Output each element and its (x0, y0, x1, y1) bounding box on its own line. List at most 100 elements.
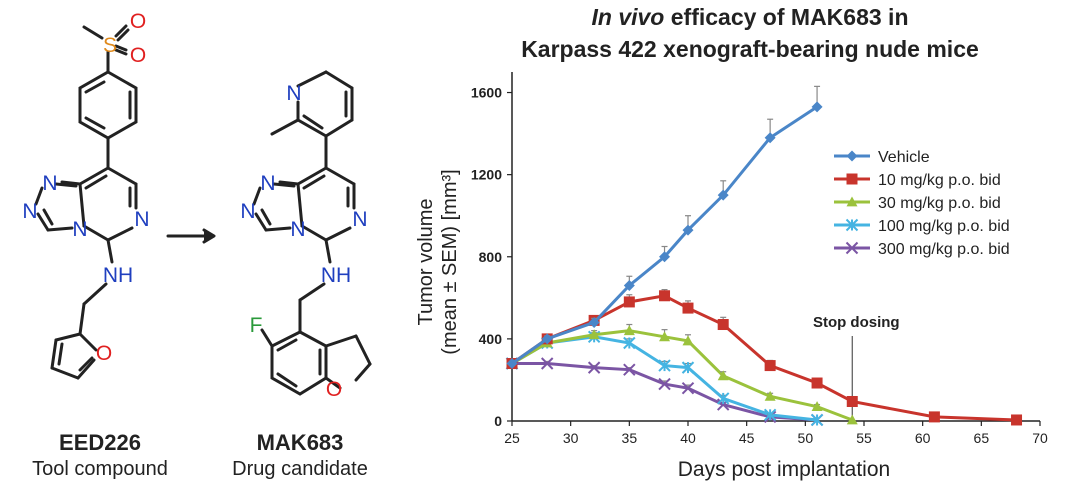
compound-name: MAK683 (256, 430, 344, 455)
eed226-caption: EED226 Tool compound (20, 430, 180, 482)
oxygen-atom: O (96, 342, 112, 365)
data-point (658, 377, 671, 391)
data-point (846, 414, 858, 425)
data-point (659, 290, 671, 302)
nitrogen-atom: N (260, 172, 275, 195)
x-tick-label: 25 (504, 430, 520, 446)
legend-marker (846, 150, 858, 162)
y-tick-label: 1200 (471, 167, 502, 183)
data-point (588, 329, 600, 340)
data-point (928, 411, 940, 423)
mak683-caption: MAK683 Drug candidate (205, 430, 395, 482)
data-point (587, 361, 601, 374)
x-tick-label: 45 (739, 430, 755, 446)
legend-label: Vehicle (878, 149, 930, 166)
series-line (511, 329, 853, 422)
title-italic: In vivo (591, 4, 665, 30)
data-point (810, 413, 824, 427)
x-tick-label: 65 (974, 430, 990, 446)
reaction-arrow (166, 228, 216, 244)
data-point (682, 335, 694, 346)
nitrogen-atom: N (290, 218, 305, 241)
data-point (763, 408, 777, 422)
chart-title-line1: In vivo efficacy of MAK683 in (420, 2, 1080, 32)
amine-group: NH (321, 264, 351, 287)
compound-role: Tool compound (32, 458, 168, 480)
amine-group: NH (103, 264, 133, 287)
y-axis-label: Tumor volume (415, 198, 437, 325)
marker-stroke (623, 363, 636, 376)
series-line (511, 294, 1017, 422)
mak683-structure (252, 70, 372, 396)
nitrogen-atom: N (352, 208, 367, 231)
x-tick-label: 60 (915, 430, 931, 446)
data-point (811, 401, 823, 412)
nitrogen-atom: N (286, 82, 301, 105)
oxygen-atom: O (130, 44, 146, 67)
data-point (658, 359, 671, 372)
legend-label: 30 mg/kg p.o. bid (878, 195, 1001, 212)
legend-marker (846, 173, 858, 185)
oxygen-atom: O (130, 10, 146, 33)
nitrogen-atom: N (134, 208, 149, 231)
marker-stroke (540, 357, 554, 370)
data-point (717, 189, 729, 201)
data-point (682, 302, 694, 314)
chart-title-line2: Karpass 422 xenograft-bearing nude mice (521, 36, 979, 62)
data-point (1011, 414, 1023, 426)
marker-stroke (587, 361, 601, 374)
nitrogen-atom: N (22, 200, 37, 223)
title-rest: efficacy of MAK683 in (664, 4, 909, 30)
data-point (717, 370, 729, 381)
chemical-structures: S O O N N N N NH O N N N N N NH F O (22, 10, 372, 401)
data-point (541, 333, 553, 345)
marker-stroke (681, 381, 695, 395)
data-point (764, 390, 776, 401)
oxygen-atom: O (326, 378, 342, 401)
x-axis-label: Days post implantation (678, 458, 890, 481)
data-point (623, 325, 635, 336)
stop-dosing-label: Stop dosing (813, 314, 900, 331)
x-tick-label: 30 (563, 430, 579, 446)
x-tick-label: 35 (622, 430, 638, 446)
x-tick-label: 55 (856, 430, 872, 446)
legend-label: 10 mg/kg p.o. bid (878, 172, 1001, 189)
data-point (846, 395, 858, 407)
legend-label: 300 mg/kg p.o. bid (878, 241, 1010, 258)
legend-label: 100 mg/kg p.o. bid (878, 218, 1010, 235)
x-tick-label: 70 (1032, 430, 1048, 446)
x-tick-label: 50 (798, 430, 814, 446)
sulfur-atom: S (103, 34, 117, 57)
x-tick-label: 40 (680, 430, 696, 446)
y-axis-label: (mean ± SEM) [mm³] (439, 169, 461, 354)
marker-stroke (845, 241, 859, 255)
data-point (717, 319, 729, 331)
data-point (623, 296, 635, 308)
legend-marker (845, 241, 859, 255)
data-point (506, 358, 518, 370)
data-point (623, 336, 636, 350)
data-point (764, 132, 776, 144)
legend-marker (845, 218, 859, 232)
data-point (659, 251, 671, 263)
data-point (681, 381, 695, 395)
data-point (623, 363, 636, 376)
nitrogen-atom: N (42, 172, 57, 195)
data-point (540, 357, 554, 370)
fluorine-atom: F (250, 314, 263, 337)
data-point (811, 101, 823, 113)
data-point (681, 361, 695, 374)
data-point (811, 377, 823, 389)
eed226-structure (34, 24, 138, 380)
data-point (588, 316, 600, 328)
y-tick-label: 1600 (471, 85, 502, 101)
y-tick-label: 400 (479, 331, 503, 347)
compound-name: EED226 (59, 430, 141, 455)
marker-stroke (658, 377, 671, 391)
data-point (682, 224, 694, 236)
y-tick-label: 800 (479, 249, 503, 265)
nitrogen-atom: N (240, 200, 255, 223)
legend-marker (846, 196, 858, 207)
data-point (623, 280, 635, 292)
